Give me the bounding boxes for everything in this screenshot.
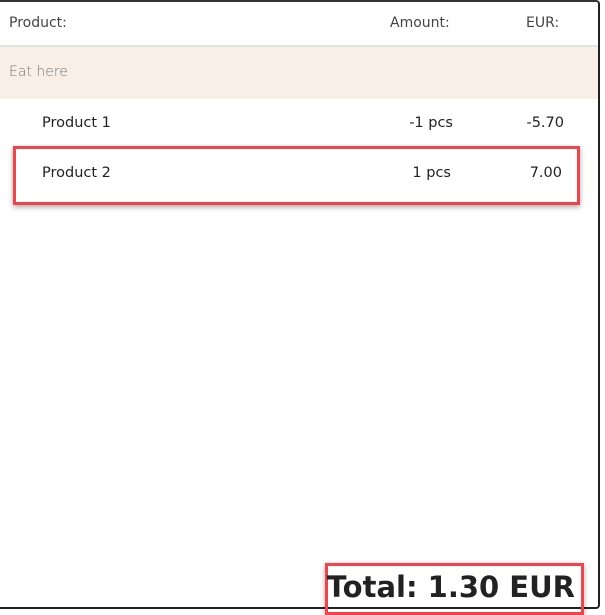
column-header: Product: Amount: EUR: (0, 2, 598, 47)
item-name: Product 2 (42, 165, 111, 181)
item-amount: 1 pcs (412, 165, 451, 181)
total-label: Total: 1.30 EUR (326, 570, 575, 604)
header-eur: EUR: (526, 15, 560, 31)
group-label: Eat here (9, 64, 68, 80)
item-name: Product 1 (42, 115, 111, 131)
list-item[interactable]: Product 2 1 pcs 7.00 (0, 150, 598, 200)
total-box: Total: 1.30 EUR (325, 563, 584, 615)
item-eur: 7.00 (529, 165, 562, 181)
list-item[interactable]: Product 1 -1 pcs -5.70 (0, 100, 598, 150)
item-amount: -1 pcs (409, 115, 453, 131)
item-eur: -5.70 (526, 115, 564, 131)
header-product: Product: (9, 15, 67, 31)
group-eat-here[interactable]: Eat here (0, 47, 598, 99)
highlight-box-product-2 (13, 146, 580, 205)
header-amount: Amount: (390, 15, 450, 31)
